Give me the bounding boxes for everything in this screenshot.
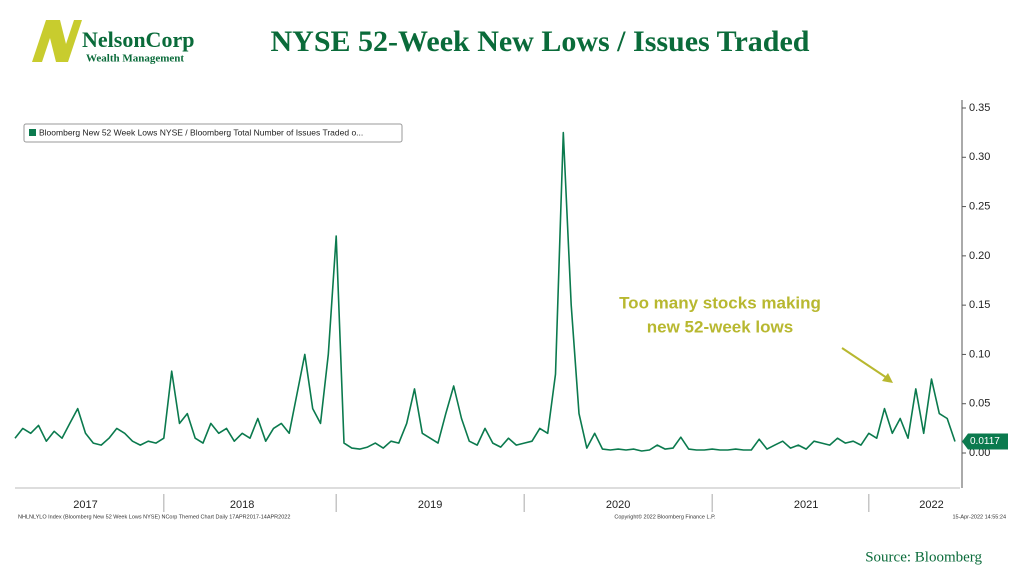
footer-center: Copyright© 2022 Bloomberg Finance L.P. bbox=[614, 513, 716, 520]
y-tick-label: 0.10 bbox=[969, 348, 990, 360]
footer-right: 15-Apr-2022 14:55:24 bbox=[952, 514, 1006, 520]
y-tick-label: 0.15 bbox=[969, 299, 990, 311]
annotation: Too many stocks making bbox=[619, 293, 821, 312]
footer-left: NHLNLYLO Index (Bloomberg New 52 Week Lo… bbox=[18, 514, 290, 520]
logo-tagline: Wealth Management bbox=[86, 53, 184, 65]
source: Source: Bloomberg bbox=[865, 549, 982, 565]
legend-swatch bbox=[29, 129, 36, 136]
chart-title: NYSE 52-Week New Lows / Issues Traded bbox=[271, 25, 810, 58]
x-tick-label: 2020 bbox=[606, 499, 630, 511]
data-line bbox=[14, 131, 956, 452]
annotation: new 52-week lows bbox=[647, 317, 793, 336]
logo-name: NelsonCorp bbox=[82, 27, 194, 52]
x-tick-label: 2017 bbox=[73, 499, 97, 511]
y-tick-label: 0.30 bbox=[969, 151, 990, 163]
legend-label: Bloomberg New 52 Week Lows NYSE / Bloomb… bbox=[39, 127, 363, 137]
last-value-tag bbox=[962, 433, 1008, 450]
x-tick-label: 2022 bbox=[919, 499, 943, 511]
x-tick-label: 2021 bbox=[794, 499, 818, 511]
y-tick-label: 0.35 bbox=[969, 102, 990, 114]
y-tick-label: 0.20 bbox=[969, 250, 990, 262]
x-tick-label: 2018 bbox=[230, 499, 254, 511]
last-value-label: 0.0117 bbox=[970, 436, 1000, 447]
x-tick-label: 2019 bbox=[418, 499, 442, 511]
y-tick-label: 0.05 bbox=[969, 398, 990, 410]
y-tick-label: 0.25 bbox=[969, 200, 990, 212]
annotation-arrow bbox=[841, 347, 891, 381]
logo-mark bbox=[32, 20, 82, 62]
y-tick-label: 0.00 bbox=[969, 447, 990, 459]
annotation-arrowhead bbox=[882, 373, 893, 383]
legend-box bbox=[23, 123, 403, 143]
